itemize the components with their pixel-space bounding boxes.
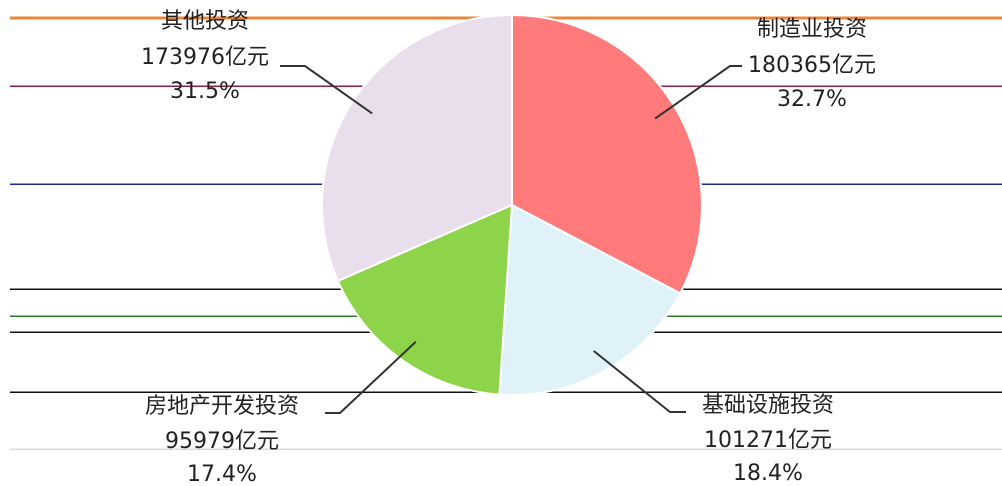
pie-slice-manufacturing — [511, 13, 703, 295]
leader-lines — [280, 65, 742, 414]
pie-slices — [321, 13, 703, 396]
pie-slice-real-estate — [336, 203, 514, 396]
slice-label-name-real-estate: 房地产开发投资 — [145, 394, 299, 419]
slice-label-value-infrastructure: 101271亿元 — [704, 428, 832, 453]
slice-label-name-manufacturing: 制造业投资 — [757, 17, 867, 42]
slice-label-name-infrastructure: 基础设施投资 — [702, 393, 834, 418]
pie-slice-infrastructure — [498, 203, 682, 396]
leader-line-other — [280, 65, 373, 115]
slice-label-name-other: 其他投资 — [161, 9, 249, 34]
leader-line-infrastructure — [593, 350, 686, 413]
slice-label-percent-other: 31.5% — [170, 79, 240, 104]
slice-label-value-manufacturing: 180365亿元 — [748, 53, 876, 78]
leader-line-manufacturing — [654, 65, 742, 120]
slice-label-percent-infrastructure: 18.4% — [733, 461, 803, 486]
slice-label-percent-real-estate: 17.4% — [187, 462, 257, 486]
slice-label-value-other: 173976亿元 — [141, 45, 269, 70]
slice-label-percent-manufacturing: 32.7% — [777, 87, 847, 112]
slice-label-value-real-estate: 95979亿元 — [165, 429, 279, 454]
slice-labels: 制造业投资 180365亿元 32.7% 基础设施投资 101271亿元 18.… — [141, 9, 876, 486]
leader-line-real-estate — [325, 341, 417, 414]
